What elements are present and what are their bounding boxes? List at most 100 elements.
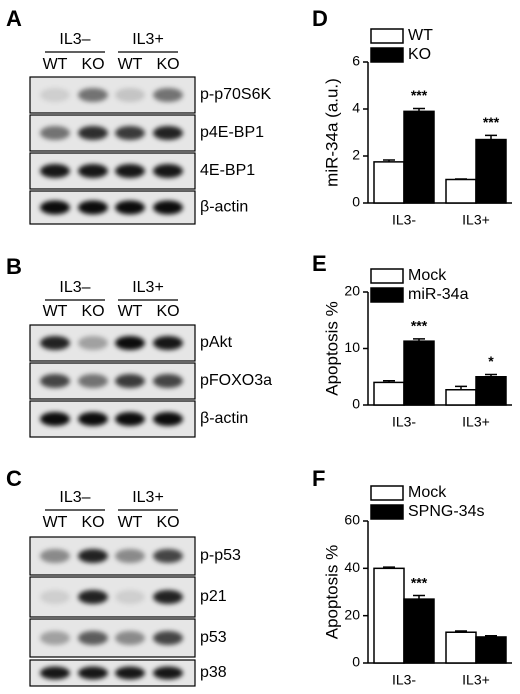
y-axis-label: Apoptosis %: [322, 301, 341, 396]
legend-swatch: [371, 29, 403, 43]
panel-letter: B: [6, 254, 22, 279]
panel-letter: A: [6, 6, 22, 31]
legend-label: Mock: [408, 484, 447, 501]
band: [40, 374, 70, 388]
legend-swatch: [371, 288, 403, 302]
band: [115, 549, 145, 563]
band: [153, 164, 183, 178]
panel-letter: F: [312, 466, 325, 491]
y-tick-label: 10: [344, 339, 360, 355]
x-tick-label: IL3+: [462, 672, 490, 688]
bar: [476, 377, 506, 405]
band: [78, 201, 108, 215]
lane-label: KO: [81, 56, 104, 73]
legend-label: SPNG-34s: [408, 503, 484, 520]
significance: ***: [411, 318, 428, 334]
band: [153, 374, 183, 388]
x-tick-label: IL3+: [462, 414, 490, 430]
band: [153, 126, 183, 140]
bar: [476, 637, 506, 663]
y-tick-label: 0: [352, 654, 360, 670]
y-axis-label: miR-34a (a.u.): [322, 78, 341, 187]
legend-swatch: [371, 48, 403, 62]
band: [78, 549, 108, 563]
lane-label: WT: [118, 56, 143, 73]
lane-label: WT: [43, 56, 68, 73]
band: [78, 336, 108, 350]
row-label: pAkt: [200, 334, 233, 351]
band: [40, 201, 70, 215]
bar: [446, 390, 476, 405]
lane-label: WT: [43, 514, 68, 531]
group-label: IL3–: [59, 31, 90, 48]
band: [115, 374, 145, 388]
legend-label: miR-34a: [408, 286, 469, 303]
y-tick-label: 0: [352, 194, 360, 210]
row-label: p53: [200, 629, 227, 646]
row-label: p-p53: [200, 547, 241, 564]
band: [40, 126, 70, 140]
bar: [404, 599, 434, 663]
band: [40, 667, 70, 680]
bar: [374, 382, 404, 405]
band: [78, 631, 108, 645]
band: [78, 667, 108, 680]
row-label: pFOXO3a: [200, 372, 272, 389]
band: [40, 590, 70, 604]
band: [115, 590, 145, 604]
band: [153, 412, 183, 426]
band: [78, 164, 108, 178]
y-tick-label: 40: [344, 559, 360, 575]
row-label: 4E-BP1: [200, 162, 255, 179]
legend-label: Mock: [408, 267, 447, 284]
significance: *: [488, 353, 494, 369]
row-label: p-p70S6K: [200, 86, 271, 103]
y-tick-label: 0: [352, 396, 360, 412]
panel-letter: C: [6, 466, 22, 491]
bar: [446, 180, 476, 204]
y-tick-label: 2: [352, 147, 360, 163]
group-label: IL3+: [132, 31, 164, 48]
group-label: IL3+: [132, 279, 164, 296]
row-label: p21: [200, 588, 227, 605]
bar: [446, 632, 476, 663]
group-label: IL3+: [132, 489, 164, 506]
band: [78, 412, 108, 426]
x-tick-label: IL3-: [392, 672, 416, 688]
lane-label: KO: [156, 56, 179, 73]
x-tick-label: IL3-: [392, 414, 416, 430]
panel-letter: D: [312, 6, 328, 31]
legend-swatch: [371, 486, 403, 500]
band: [115, 201, 145, 215]
bar: [404, 341, 434, 405]
band: [78, 590, 108, 604]
band: [153, 88, 183, 102]
band: [115, 667, 145, 680]
y-tick-label: 4: [352, 100, 360, 116]
legend-swatch: [371, 269, 403, 283]
y-tick-label: 20: [344, 606, 360, 622]
group-label: IL3–: [59, 279, 90, 296]
band: [78, 88, 108, 102]
panel-letter: E: [312, 251, 327, 276]
bar: [476, 140, 506, 203]
band: [78, 374, 108, 388]
group-label: IL3–: [59, 489, 90, 506]
band: [153, 549, 183, 563]
y-axis-label: Apoptosis %: [322, 545, 341, 640]
lane-label: KO: [156, 303, 179, 320]
significance: ***: [483, 114, 500, 130]
band: [40, 336, 70, 350]
lane-label: WT: [118, 514, 143, 531]
band: [153, 631, 183, 645]
band: [153, 201, 183, 215]
band: [153, 336, 183, 350]
y-tick-label: 6: [352, 53, 360, 69]
band: [78, 126, 108, 140]
lane-label: WT: [43, 303, 68, 320]
row-label: β-actin: [200, 199, 248, 216]
band: [40, 631, 70, 645]
band: [153, 590, 183, 604]
